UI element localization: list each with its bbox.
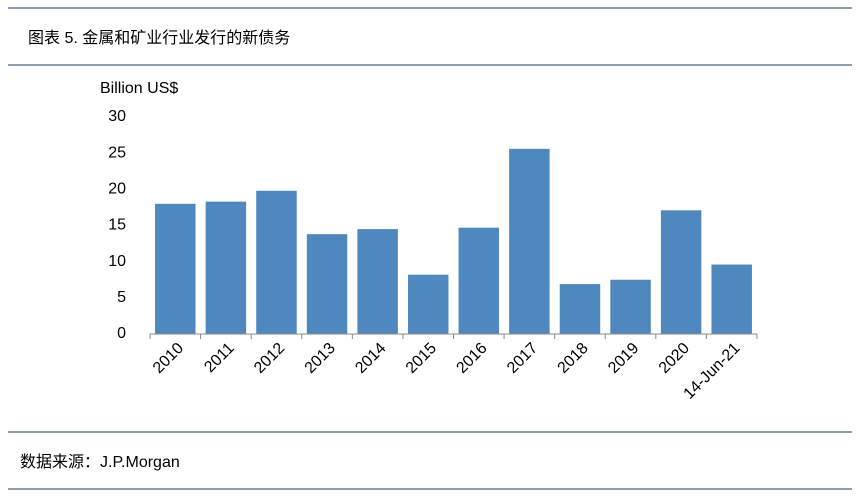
bar [458,227,500,334]
x-tick-label: 2016 [453,340,490,377]
y-tick-label: 0 [117,325,126,342]
bar [407,274,449,334]
bar [155,203,196,334]
y-axis-label: Billion US$ [100,80,178,97]
bar [205,201,247,334]
bar [711,264,752,334]
y-tick-label: 15 [108,217,126,234]
x-tick-label: 2019 [605,340,642,377]
x-tick-label: 2014 [352,340,389,377]
bar [256,190,297,334]
y-tick-label: 30 [108,108,126,125]
bar [610,279,651,334]
source: 数据来源：J.P.Morgan [20,453,180,471]
bar [509,148,550,334]
x-tick-label: 2012 [251,340,288,377]
bar [660,210,702,334]
x-tick-label: 2013 [302,340,339,377]
bar [306,234,348,334]
y-tick-label: 20 [108,181,126,198]
x-tick-label: 2020 [656,340,693,377]
y-tick-label: 5 [117,289,126,306]
header-title: 图表 5. 金属和矿业行业发行的新债务 [28,29,290,47]
x-tick-label: 2011 [201,340,237,376]
x-tick-label: 2015 [403,340,440,377]
bar [559,284,601,334]
x-tick-label: 2010 [150,340,187,377]
x-tick-label: 2017 [504,340,541,377]
bar [357,229,398,334]
y-tick-label: 25 [108,144,126,161]
y-tick-label: 10 [108,253,126,270]
x-tick-label: 2018 [555,340,592,377]
